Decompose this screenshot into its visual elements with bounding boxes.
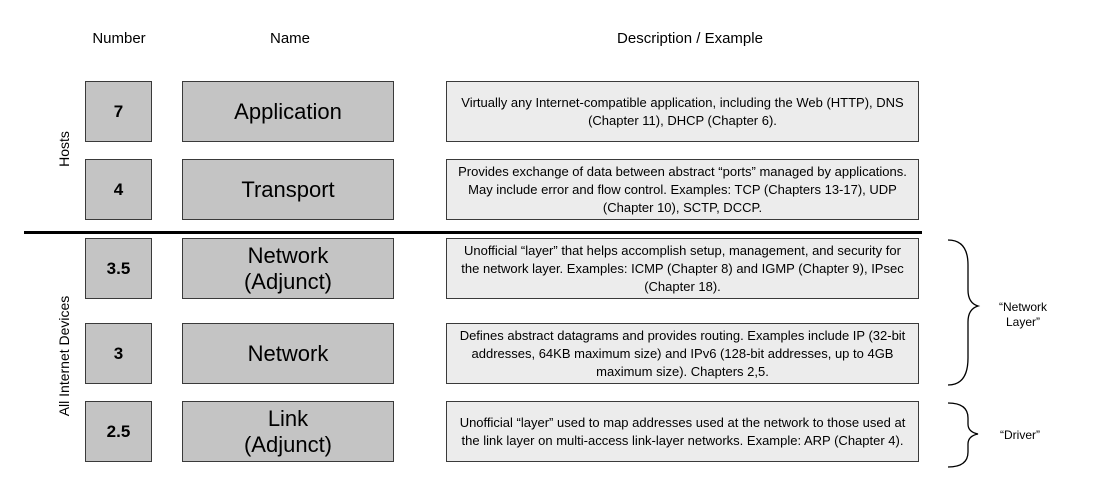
hosts-devices-divider <box>24 231 922 234</box>
driver-bracket-label: “Driver” <box>1000 428 1040 442</box>
header-name: Name <box>269 30 310 47</box>
layer-number-4: 4 <box>85 159 152 220</box>
layer-description-network: Defines abstract datagrams and provides … <box>446 323 919 384</box>
network-layer-bracket-label: “Network Layer” <box>998 300 1047 329</box>
layer-description-transport: Provides exchange of data between abstra… <box>446 159 919 220</box>
layer-name-network: Network <box>182 323 394 384</box>
network-layer-brace <box>947 239 981 386</box>
header-description: Description / Example <box>617 30 763 47</box>
layer-description-network-adjunct: Unofficial “layer” that helps accomplish… <box>446 238 919 299</box>
layer-name-link-adjunct: Link (Adjunct) <box>182 401 394 462</box>
layer-name-transport: Transport <box>182 159 394 220</box>
layer-description-application: Virtually any Internet-compatible applic… <box>446 81 919 142</box>
layer-number-3-5: 3.5 <box>85 238 152 299</box>
layer-description-link-adjunct: Unofficial “layer” used to map addresses… <box>446 401 919 462</box>
layer-number-7: 7 <box>85 81 152 142</box>
layer-number-2-5: 2.5 <box>85 401 152 462</box>
layer-name-application: Application <box>182 81 394 142</box>
header-number: Number <box>92 30 146 47</box>
layer-name-network-adjunct: Network (Adjunct) <box>182 238 394 299</box>
layer-number-3: 3 <box>85 323 152 384</box>
driver-brace <box>947 402 979 468</box>
